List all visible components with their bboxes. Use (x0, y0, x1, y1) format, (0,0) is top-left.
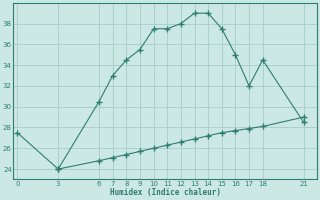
X-axis label: Humidex (Indice chaleur): Humidex (Indice chaleur) (110, 188, 221, 197)
